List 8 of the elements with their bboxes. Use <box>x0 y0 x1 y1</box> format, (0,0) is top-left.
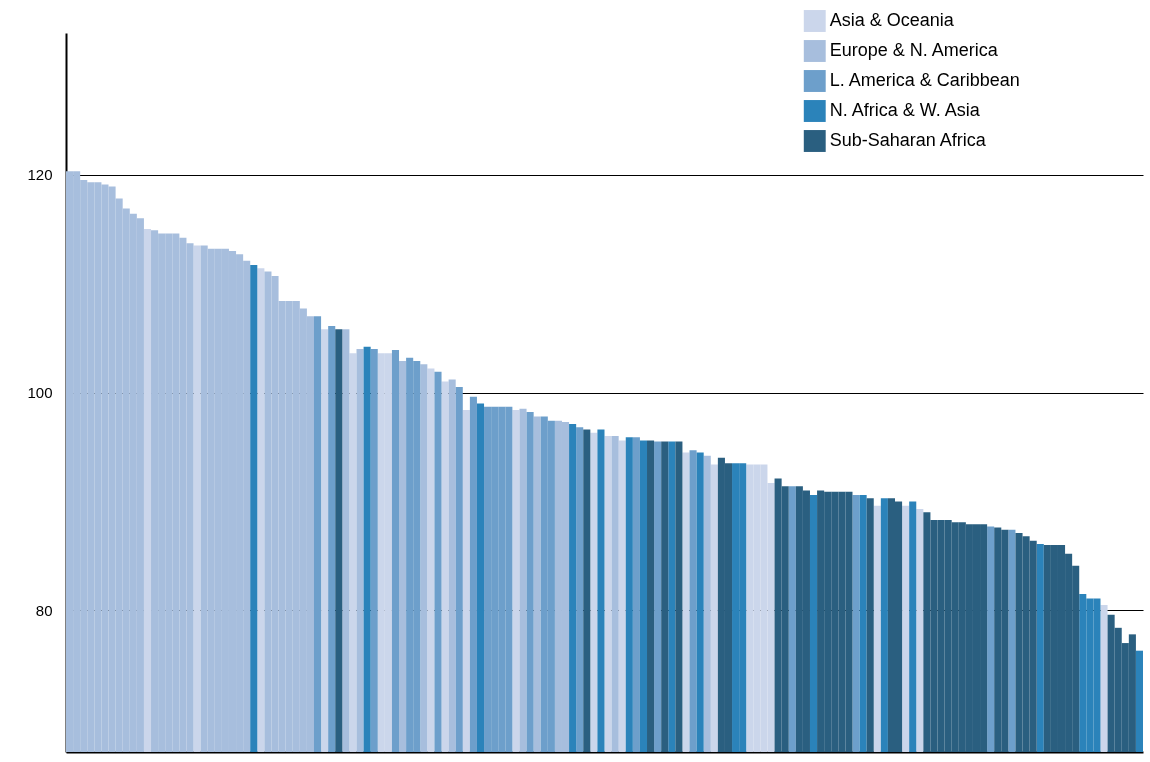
legend-label: N. Africa & W. Asia <box>829 100 981 120</box>
legend-label: Asia & Oceania <box>829 10 955 30</box>
y-tick-label: 80 <box>35 601 53 619</box>
legend-label: Sub-Saharan Africa <box>829 130 987 150</box>
y-tick-label: 120 <box>27 166 53 184</box>
legend-label: L. America & Caribbean <box>829 70 1020 90</box>
legend-label: Europe & N. America <box>829 40 999 60</box>
y-tick-label: 100 <box>27 384 53 401</box>
